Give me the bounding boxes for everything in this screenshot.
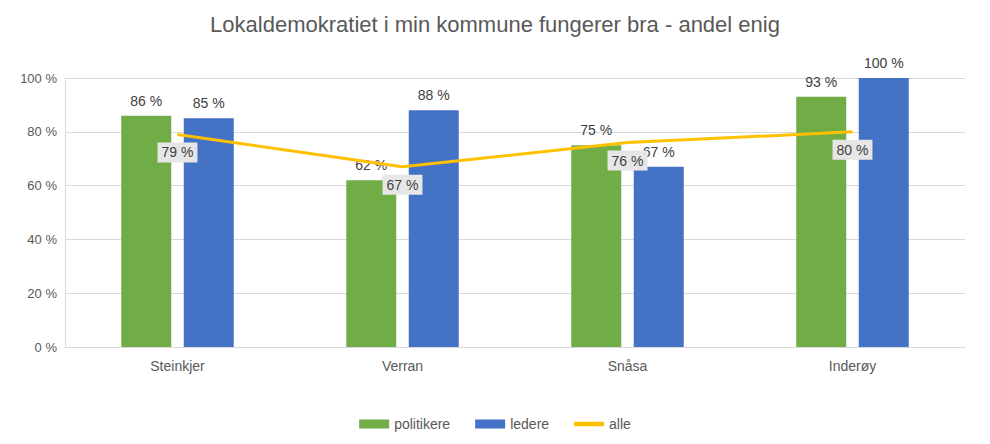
svg-text:Inderøy: Inderøy: [829, 358, 876, 374]
svg-text:60 %: 60 %: [27, 178, 57, 193]
svg-text:0 %: 0 %: [35, 340, 58, 355]
svg-text:alle: alle: [609, 416, 631, 432]
svg-text:93 %: 93 %: [805, 74, 837, 90]
svg-text:67 %: 67 %: [643, 144, 675, 160]
svg-text:100 %: 100 %: [20, 71, 57, 86]
svg-text:86 %: 86 %: [130, 93, 162, 109]
svg-text:75 %: 75 %: [580, 122, 612, 138]
svg-text:20 %: 20 %: [27, 286, 57, 301]
svg-text:Lokaldemokratiet i min kommune: Lokaldemokratiet i min kommune fungerer …: [210, 12, 780, 37]
svg-text:79 %: 79 %: [162, 144, 194, 160]
svg-text:67 %: 67 %: [387, 177, 419, 193]
svg-text:88 %: 88 %: [418, 87, 450, 103]
svg-text:80 %: 80 %: [27, 124, 57, 139]
svg-text:76 %: 76 %: [612, 153, 644, 169]
svg-text:85 %: 85 %: [193, 95, 225, 111]
svg-text:Snåsa: Snåsa: [608, 358, 648, 374]
svg-text:Verran: Verran: [382, 358, 423, 374]
svg-text:40 %: 40 %: [27, 232, 57, 247]
svg-text:100 %: 100 %: [864, 55, 904, 71]
svg-text:Steinkjer: Steinkjer: [150, 358, 205, 374]
svg-text:ledere: ledere: [510, 416, 549, 432]
svg-text:80 %: 80 %: [837, 142, 869, 158]
svg-text:politikere: politikere: [394, 416, 450, 432]
svg-text:62 %: 62 %: [355, 157, 388, 174]
